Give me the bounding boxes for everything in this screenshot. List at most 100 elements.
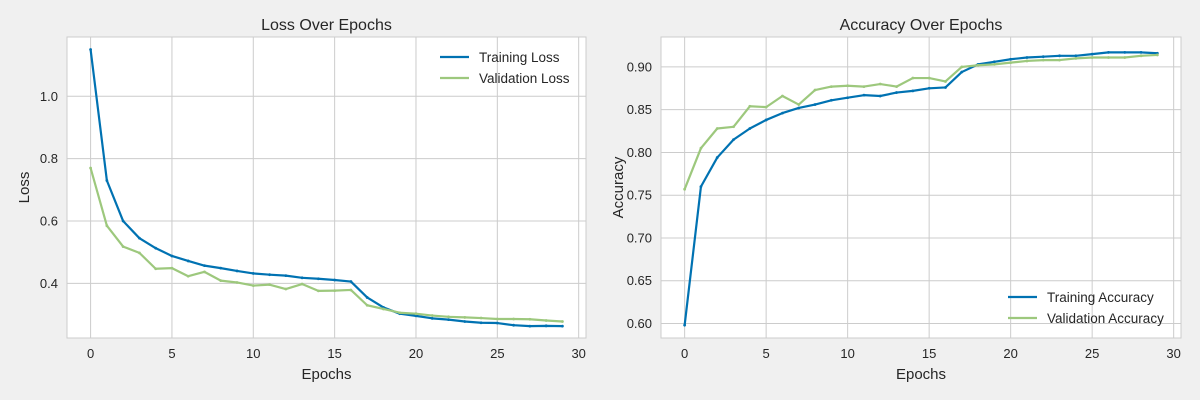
chart-title: Loss Over Epochs bbox=[261, 17, 392, 34]
data-point bbox=[699, 185, 703, 189]
data-point bbox=[797, 106, 801, 110]
data-point bbox=[528, 324, 532, 328]
data-point bbox=[170, 266, 174, 270]
x-tick-label: 5 bbox=[763, 346, 770, 361]
x-tick-label: 25 bbox=[490, 346, 504, 361]
legend: Training Accuracy Validation Accuracy bbox=[1008, 290, 1164, 326]
data-point bbox=[186, 259, 190, 263]
data-point bbox=[715, 127, 719, 130]
legend: Training Loss Validation Loss bbox=[440, 50, 570, 86]
x-tick-label: 20 bbox=[409, 346, 423, 361]
data-point bbox=[781, 94, 784, 98]
y-tick-label: 0.70 bbox=[627, 230, 652, 245]
data-point bbox=[349, 280, 353, 283]
data-point bbox=[89, 166, 92, 170]
data-point bbox=[1025, 56, 1029, 59]
series-training bbox=[89, 48, 564, 328]
x-tick-label: 15 bbox=[327, 346, 341, 361]
series-line bbox=[89, 49, 563, 328]
data-point bbox=[862, 85, 866, 88]
data-point bbox=[715, 156, 719, 159]
data-point bbox=[203, 270, 206, 274]
data-point bbox=[846, 84, 850, 88]
data-point bbox=[944, 86, 947, 89]
data-point bbox=[382, 307, 385, 311]
x-tick-label: 10 bbox=[246, 346, 260, 361]
data-point bbox=[878, 94, 882, 98]
data-point bbox=[1123, 50, 1127, 54]
data-point bbox=[846, 96, 850, 100]
data-point bbox=[463, 320, 467, 323]
legend-label: Validation Loss bbox=[479, 71, 570, 86]
data-point bbox=[1155, 53, 1159, 57]
y-tick-label: 0.65 bbox=[627, 273, 652, 288]
data-point bbox=[781, 111, 784, 115]
data-point bbox=[1058, 58, 1061, 62]
y-tick-label: 0.8 bbox=[40, 151, 58, 166]
y-axis-label: Loss bbox=[16, 172, 33, 204]
data-point bbox=[284, 287, 288, 291]
data-point bbox=[284, 274, 288, 278]
data-point bbox=[797, 103, 801, 106]
data-point bbox=[495, 321, 499, 325]
data-point bbox=[878, 82, 882, 86]
data-point bbox=[895, 85, 898, 88]
y-tick-label: 0.4 bbox=[40, 276, 58, 291]
data-point bbox=[121, 219, 125, 223]
y-tick-label: 0.6 bbox=[40, 214, 58, 229]
data-point bbox=[365, 303, 369, 307]
data-point bbox=[316, 277, 320, 281]
data-point bbox=[1107, 56, 1110, 59]
chart-accuracy: 0 5 10 15 20 25 30 0.60 0.65 0.70 0.75 0.80 0.85 0.90… bbox=[610, 17, 1182, 383]
data-point bbox=[1074, 56, 1078, 60]
x-tick-label: 5 bbox=[168, 346, 175, 361]
x-tick-label: 30 bbox=[571, 346, 585, 361]
data-point bbox=[992, 62, 996, 66]
data-point bbox=[300, 276, 304, 280]
series-validation bbox=[89, 166, 564, 323]
data-point bbox=[333, 278, 337, 282]
data-point bbox=[1090, 52, 1094, 56]
data-point bbox=[764, 105, 768, 109]
data-point bbox=[414, 314, 418, 318]
data-point bbox=[316, 289, 320, 293]
x-tick-label: 15 bbox=[922, 346, 936, 361]
data-point bbox=[300, 282, 304, 286]
data-point bbox=[813, 103, 817, 106]
data-point bbox=[748, 104, 752, 108]
data-point bbox=[1025, 59, 1029, 63]
data-point bbox=[219, 279, 223, 283]
y-tick-label: 0.90 bbox=[627, 59, 652, 74]
data-point bbox=[1139, 54, 1143, 58]
x-axis-label: Epochs bbox=[301, 366, 351, 383]
data-point bbox=[1090, 56, 1094, 59]
data-point bbox=[219, 266, 223, 270]
data-point bbox=[944, 80, 947, 83]
data-point bbox=[1009, 61, 1013, 65]
legend-label: Training Accuracy bbox=[1047, 290, 1154, 305]
y-tick-label: 0.85 bbox=[627, 102, 652, 117]
y-tick-label: 1.0 bbox=[40, 89, 58, 104]
data-point bbox=[976, 63, 980, 67]
y-tick-label: 0.80 bbox=[627, 145, 652, 160]
data-point bbox=[447, 315, 450, 319]
data-point bbox=[813, 88, 817, 92]
data-point bbox=[561, 324, 564, 328]
data-point bbox=[251, 272, 255, 275]
x-axis-label: Epochs bbox=[896, 366, 946, 383]
y-tick-label: 0.75 bbox=[627, 188, 652, 203]
data-point bbox=[495, 317, 499, 321]
data-point bbox=[121, 245, 125, 249]
y-axis-label: Accuracy bbox=[610, 156, 627, 218]
data-point bbox=[1009, 57, 1013, 61]
series-validation bbox=[683, 53, 1159, 191]
data-point bbox=[1041, 58, 1045, 62]
data-point bbox=[430, 316, 434, 320]
data-point bbox=[512, 317, 516, 321]
data-point bbox=[544, 324, 548, 328]
data-point bbox=[927, 86, 931, 90]
data-point bbox=[829, 85, 833, 88]
data-point bbox=[137, 236, 141, 240]
plot-area bbox=[660, 36, 1182, 339]
